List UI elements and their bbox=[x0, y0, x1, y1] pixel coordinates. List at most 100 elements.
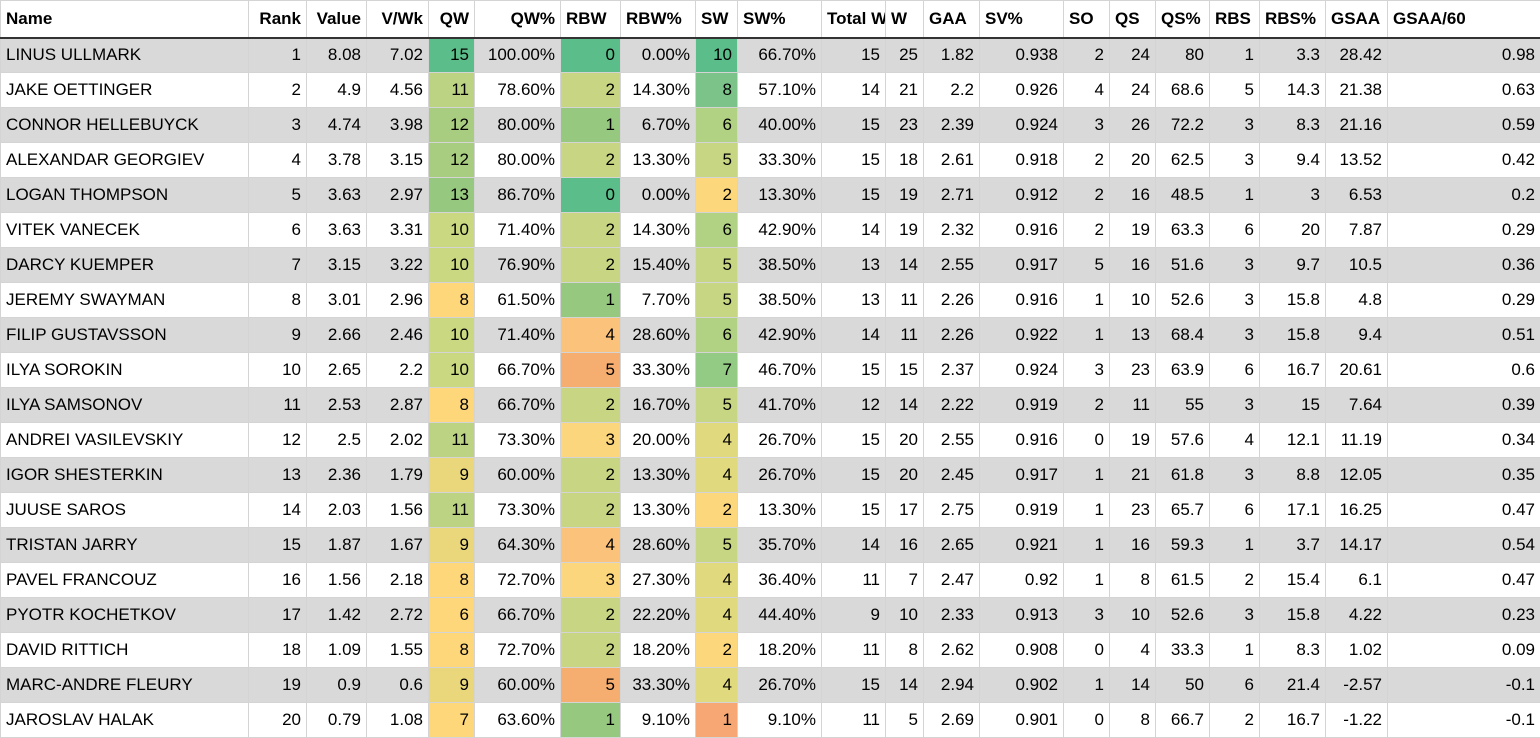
cell-value[interactable]: 3.15 bbox=[306, 247, 367, 283]
cell-qw[interactable]: 7 bbox=[428, 702, 475, 738]
cell-value[interactable]: 3.63 bbox=[306, 212, 367, 248]
cell-sv-pct[interactable]: 0.922 bbox=[979, 317, 1064, 353]
cell-rbs-pct[interactable]: 20 bbox=[1259, 212, 1326, 248]
cell-rbw[interactable]: 2 bbox=[560, 142, 621, 178]
cell-sv-pct[interactable]: 0.901 bbox=[979, 702, 1064, 738]
cell-rbs-pct[interactable]: 3 bbox=[1259, 177, 1326, 213]
cell-gaa[interactable]: 2.39 bbox=[923, 107, 980, 143]
col-header-w[interactable]: W bbox=[885, 0, 924, 39]
cell-v-wk[interactable]: 3.22 bbox=[366, 247, 429, 283]
cell-w[interactable]: 17 bbox=[885, 492, 924, 528]
cell-rbw[interactable]: 2 bbox=[560, 247, 621, 283]
cell-qw-pct[interactable]: 72.70% bbox=[474, 632, 561, 668]
cell-qw[interactable]: 8 bbox=[428, 387, 475, 423]
cell-qs-pct[interactable]: 61.5 bbox=[1155, 562, 1210, 598]
cell-name[interactable]: IGOR SHESTERKIN bbox=[0, 457, 249, 493]
cell-sw-pct[interactable]: 42.90% bbox=[737, 317, 822, 353]
cell-qs-pct[interactable]: 57.6 bbox=[1155, 422, 1210, 458]
cell-qs[interactable]: 21 bbox=[1109, 457, 1156, 493]
cell-w[interactable]: 19 bbox=[885, 212, 924, 248]
cell-rbs[interactable]: 1 bbox=[1209, 527, 1260, 563]
cell-w[interactable]: 16 bbox=[885, 527, 924, 563]
cell-name[interactable]: PAVEL FRANCOUZ bbox=[0, 562, 249, 598]
cell-rbw-pct[interactable]: 9.10% bbox=[620, 702, 696, 738]
cell-total-w[interactable]: 15 bbox=[821, 107, 886, 143]
cell-qs-pct[interactable]: 68.6 bbox=[1155, 72, 1210, 108]
cell-qs[interactable]: 16 bbox=[1109, 527, 1156, 563]
cell-so[interactable]: 1 bbox=[1063, 282, 1110, 318]
cell-qs[interactable]: 16 bbox=[1109, 177, 1156, 213]
cell-qw[interactable]: 10 bbox=[428, 317, 475, 353]
cell-sw[interactable]: 10 bbox=[695, 37, 738, 73]
cell-sw[interactable]: 4 bbox=[695, 422, 738, 458]
cell-rbw-pct[interactable]: 28.60% bbox=[620, 317, 696, 353]
cell-gsaa[interactable]: 21.16 bbox=[1325, 107, 1388, 143]
cell-rank[interactable]: 17 bbox=[248, 597, 307, 633]
cell-sw-pct[interactable]: 41.70% bbox=[737, 387, 822, 423]
cell-rbw-pct[interactable]: 15.40% bbox=[620, 247, 696, 283]
cell-w[interactable]: 10 bbox=[885, 597, 924, 633]
cell-value[interactable]: 2.66 bbox=[306, 317, 367, 353]
cell-value[interactable]: 0.9 bbox=[306, 667, 367, 703]
cell-qs[interactable]: 8 bbox=[1109, 702, 1156, 738]
cell-sv-pct[interactable]: 0.918 bbox=[979, 142, 1064, 178]
col-header-v-wk[interactable]: V/Wk bbox=[366, 0, 429, 39]
cell-name[interactable]: DAVID RITTICH bbox=[0, 632, 249, 668]
cell-gsaa-60[interactable]: 0.29 bbox=[1387, 282, 1540, 318]
cell-value[interactable]: 3.78 bbox=[306, 142, 367, 178]
cell-sv-pct[interactable]: 0.916 bbox=[979, 212, 1064, 248]
cell-rbw-pct[interactable]: 14.30% bbox=[620, 72, 696, 108]
cell-rbw-pct[interactable]: 20.00% bbox=[620, 422, 696, 458]
cell-w[interactable]: 14 bbox=[885, 387, 924, 423]
cell-sw[interactable]: 4 bbox=[695, 562, 738, 598]
cell-qs-pct[interactable]: 80 bbox=[1155, 37, 1210, 73]
cell-gsaa-60[interactable]: -0.1 bbox=[1387, 667, 1540, 703]
col-header-rank[interactable]: Rank bbox=[248, 0, 307, 39]
cell-w[interactable]: 25 bbox=[885, 37, 924, 73]
cell-rbs-pct[interactable]: 15.8 bbox=[1259, 317, 1326, 353]
cell-gsaa[interactable]: -2.57 bbox=[1325, 667, 1388, 703]
cell-qs-pct[interactable]: 72.2 bbox=[1155, 107, 1210, 143]
cell-so[interactable]: 4 bbox=[1063, 72, 1110, 108]
cell-rank[interactable]: 5 bbox=[248, 177, 307, 213]
cell-qw-pct[interactable]: 71.40% bbox=[474, 317, 561, 353]
cell-rbs-pct[interactable]: 16.7 bbox=[1259, 702, 1326, 738]
cell-gsaa-60[interactable]: -0.1 bbox=[1387, 702, 1540, 738]
cell-rbs-pct[interactable]: 8.3 bbox=[1259, 632, 1326, 668]
cell-sv-pct[interactable]: 0.917 bbox=[979, 247, 1064, 283]
cell-gsaa[interactable]: 6.1 bbox=[1325, 562, 1388, 598]
cell-qw[interactable]: 10 bbox=[428, 247, 475, 283]
cell-gsaa[interactable]: 14.17 bbox=[1325, 527, 1388, 563]
cell-w[interactable]: 11 bbox=[885, 282, 924, 318]
col-header-qs[interactable]: QS bbox=[1109, 0, 1156, 39]
cell-rbs-pct[interactable]: 8.8 bbox=[1259, 457, 1326, 493]
cell-qw[interactable]: 11 bbox=[428, 72, 475, 108]
cell-qs[interactable]: 13 bbox=[1109, 317, 1156, 353]
cell-name[interactable]: LINUS ULLMARK bbox=[0, 37, 249, 73]
cell-sw[interactable]: 2 bbox=[695, 492, 738, 528]
cell-total-w[interactable]: 12 bbox=[821, 387, 886, 423]
cell-rbw-pct[interactable]: 18.20% bbox=[620, 632, 696, 668]
cell-v-wk[interactable]: 4.56 bbox=[366, 72, 429, 108]
cell-qw[interactable]: 6 bbox=[428, 597, 475, 633]
cell-so[interactable]: 3 bbox=[1063, 352, 1110, 388]
cell-w[interactable]: 14 bbox=[885, 667, 924, 703]
cell-qw-pct[interactable]: 66.70% bbox=[474, 597, 561, 633]
cell-sv-pct[interactable]: 0.916 bbox=[979, 422, 1064, 458]
cell-qs[interactable]: 26 bbox=[1109, 107, 1156, 143]
cell-rank[interactable]: 8 bbox=[248, 282, 307, 318]
cell-qw[interactable]: 9 bbox=[428, 457, 475, 493]
cell-gsaa[interactable]: 21.38 bbox=[1325, 72, 1388, 108]
cell-qs-pct[interactable]: 66.7 bbox=[1155, 702, 1210, 738]
cell-sw[interactable]: 4 bbox=[695, 597, 738, 633]
cell-gaa[interactable]: 2.33 bbox=[923, 597, 980, 633]
cell-qw-pct[interactable]: 80.00% bbox=[474, 142, 561, 178]
cell-v-wk[interactable]: 1.08 bbox=[366, 702, 429, 738]
cell-rbs-pct[interactable]: 14.3 bbox=[1259, 72, 1326, 108]
cell-qs[interactable]: 11 bbox=[1109, 387, 1156, 423]
cell-sv-pct[interactable]: 0.921 bbox=[979, 527, 1064, 563]
cell-rbs[interactable]: 6 bbox=[1209, 212, 1260, 248]
cell-gsaa[interactable]: -1.22 bbox=[1325, 702, 1388, 738]
cell-rbs[interactable]: 3 bbox=[1209, 282, 1260, 318]
cell-total-w[interactable]: 15 bbox=[821, 457, 886, 493]
